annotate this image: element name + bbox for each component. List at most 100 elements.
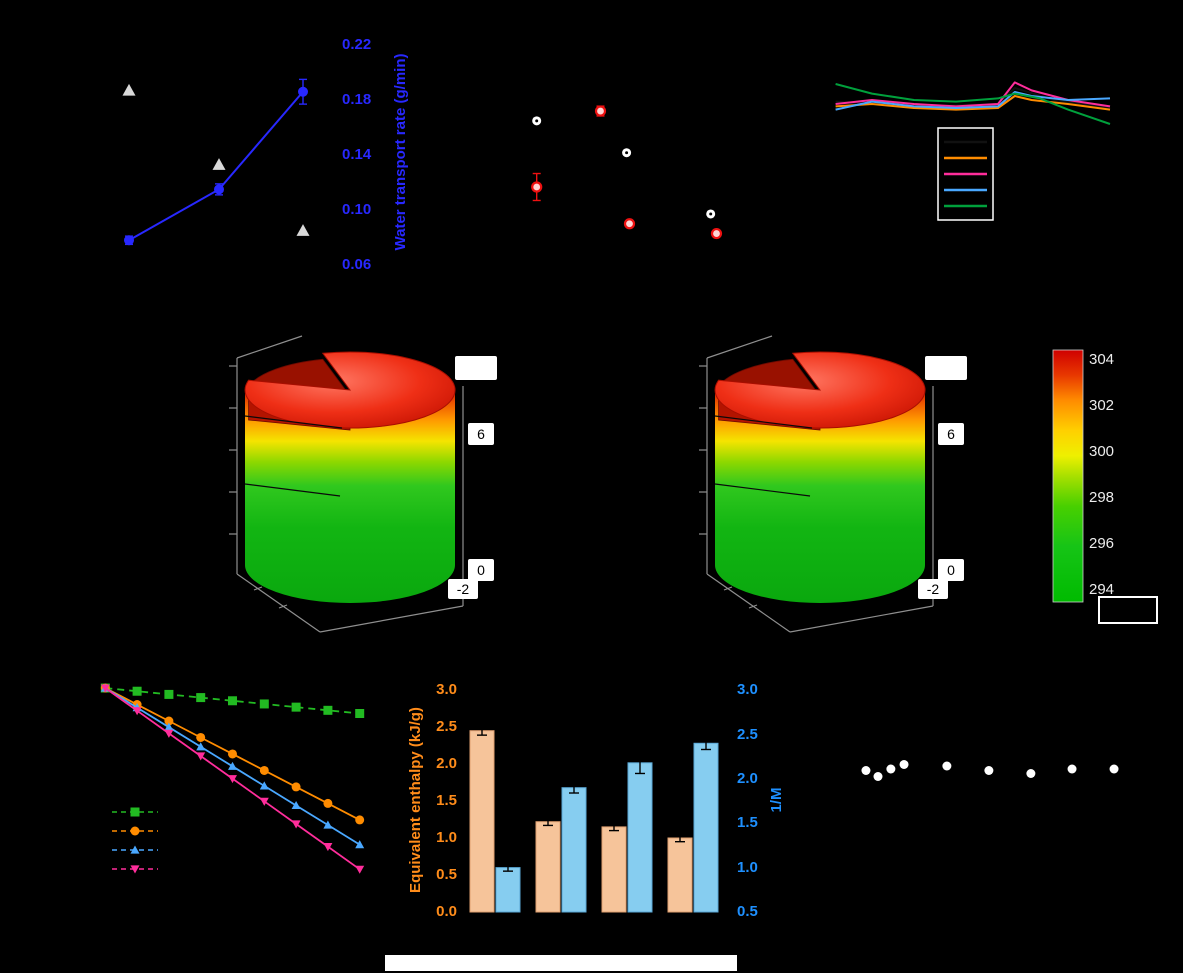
- green-squares-marker: [355, 709, 365, 718]
- green-squares-marker: [164, 689, 174, 699]
- legend-marker-green-squares: [130, 807, 140, 817]
- white-dots-marker: [873, 772, 883, 781]
- green-squares-marker: [132, 686, 142, 696]
- white-dots-marker: [625, 151, 629, 155]
- charts-layer: [100, 78, 1119, 913]
- panel-g-left-tick: 0.0: [436, 903, 457, 920]
- line-green: [835, 83, 1111, 125]
- white-dots-marker: [535, 119, 539, 123]
- panel-g-right-tick: 2.5: [737, 726, 758, 743]
- white-dots-marker: [1109, 764, 1119, 774]
- white-dots-marker: [1067, 764, 1077, 774]
- cylinder-e-ztick-bottom: 0: [938, 559, 964, 581]
- orange-circles-marker: [228, 749, 237, 759]
- magenta-down-triangles-marker: [355, 865, 365, 874]
- white-dots-marker: [899, 760, 909, 769]
- cylinder-e-axis-chip: [925, 356, 967, 380]
- water-transport-rate-marker: [124, 235, 134, 246]
- equivalent-enthalpy-bar: [535, 821, 561, 913]
- white-dots-marker: [984, 766, 994, 775]
- gray-triangles-marker: [296, 224, 310, 236]
- magenta-down-triangles-marker: [132, 707, 142, 716]
- panel-g-left-tick: 2.5: [436, 718, 457, 735]
- panel-a-axis-tick: 0.18: [342, 91, 372, 108]
- magenta-down-triangles-marker: [100, 684, 110, 693]
- panel-a-axis-tick: 0.22: [342, 36, 372, 53]
- legend-marker-orange-circles: [130, 826, 140, 836]
- blue-triangles-marker: [291, 800, 301, 810]
- gray-triangles-marker: [122, 83, 136, 96]
- cylinder-plot-e: [698, 335, 934, 633]
- cylinder-d-axis-chip: [455, 356, 497, 380]
- blue-triangles-marker: [228, 761, 237, 770]
- panel-a-axis-title: Water transport rate (g/min): [392, 53, 409, 251]
- one-over-M-bar: [561, 787, 587, 913]
- red-rings-marker: [710, 227, 723, 240]
- line-blue: [835, 91, 1111, 111]
- white-dots-marker: [942, 761, 952, 771]
- panel-g-right-axis-title: 1/M: [768, 787, 785, 813]
- panel-g-left-tick: 1.0: [436, 829, 457, 846]
- water-transport-rate-marker: [298, 86, 308, 97]
- line-magenta: [835, 81, 1111, 108]
- magenta-down-triangles-marker: [196, 752, 206, 761]
- panel-g-left-tick: 3.0: [436, 681, 457, 698]
- panel-a-axis-tick: 0.14: [342, 146, 372, 163]
- equivalent-enthalpy-bar: [469, 730, 495, 913]
- panel-g-right-tick: 1.0: [737, 859, 758, 876]
- red-rings-marker: [623, 218, 636, 230]
- white-dots-marker: [886, 764, 896, 774]
- green-squares-marker: [323, 705, 333, 715]
- green-squares-marker: [291, 702, 301, 712]
- white-dots-marker: [861, 766, 871, 775]
- colorbar-tick: 294: [1089, 581, 1115, 598]
- legend-marker-blue-triangles: [130, 845, 140, 854]
- green-squares-marker: [259, 699, 269, 709]
- white-dots-marker: [1026, 769, 1036, 778]
- magenta-down-triangles-marker: [323, 843, 333, 852]
- panel-g-right-tick: 0.5: [737, 903, 758, 920]
- cylinder-d-ztick-bottom: 0: [468, 559, 494, 581]
- orange-circles-marker: [355, 815, 365, 825]
- equivalent-enthalpy-bar: [667, 837, 693, 913]
- green-squares-line: [105, 687, 360, 715]
- cylinder-plot-d: [228, 335, 464, 633]
- colorbar: [1052, 349, 1084, 603]
- magenta-down-triangles-marker: [291, 820, 301, 829]
- caption-bar: [385, 955, 737, 971]
- orange-circles-marker: [196, 732, 206, 742]
- panel-g-left-tick: 2.0: [436, 755, 457, 772]
- colorbar-title-box: [1098, 596, 1158, 624]
- panel-g-left-tick: 1.5: [436, 792, 457, 809]
- panel-c-legend-box: [937, 127, 994, 221]
- magenta-down-triangles-marker: [259, 797, 269, 806]
- legend-marker-magenta-down-triangles: [130, 865, 140, 874]
- panel-a-axis-tick: 0.06: [342, 256, 372, 273]
- one-over-M-bar: [693, 742, 719, 913]
- white-dots-marker: [709, 212, 713, 216]
- orange-circles-marker: [323, 798, 333, 808]
- cylinder-e-xtick: -2: [918, 579, 948, 599]
- orange-circles-marker: [291, 782, 301, 792]
- panel-g-right-tick: 3.0: [737, 681, 758, 698]
- equivalent-enthalpy-bar: [601, 826, 627, 913]
- cylinder-d-ztick-top: 6: [468, 423, 494, 445]
- magenta-down-triangles-marker: [164, 729, 174, 738]
- colorbar-tick: 300: [1089, 443, 1115, 460]
- colorbar-tick: 298: [1089, 489, 1115, 506]
- one-over-M-bar: [627, 762, 653, 913]
- blue-triangles-marker: [323, 820, 333, 829]
- panel-g-right-tick: 1.5: [737, 814, 758, 831]
- gray-triangles-marker: [212, 158, 226, 170]
- red-rings-marker: [531, 181, 543, 193]
- blue-triangles-marker: [355, 840, 365, 849]
- line-orange: [835, 95, 1111, 111]
- orange-circles-marker: [164, 716, 174, 726]
- blue-triangles-marker: [196, 742, 206, 751]
- blue-triangles-marker: [164, 722, 174, 731]
- green-squares-marker: [228, 696, 237, 706]
- orange-circles-marker: [259, 765, 269, 775]
- green-squares-marker: [196, 693, 206, 703]
